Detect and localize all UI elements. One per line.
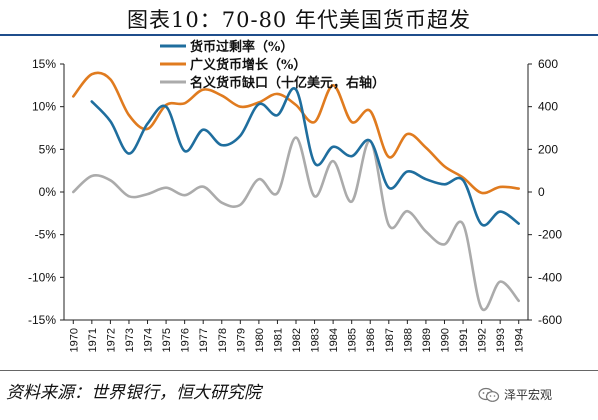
left-tick-label: 5% (39, 142, 57, 156)
right-tick-label: -200 (538, 228, 562, 242)
left-tick-label: 10% (32, 100, 56, 114)
x-tick-label: 1977 (198, 328, 210, 352)
brand-label: 泽平宏观 (504, 388, 553, 402)
x-tick-label: 1976 (180, 328, 192, 352)
chart-lines (72, 71, 520, 312)
money-surplus-line (90, 87, 520, 227)
right-tick-label: -600 (538, 313, 562, 327)
left-tick-label: 0% (39, 185, 57, 199)
x-tick-label: 1991 (458, 328, 470, 352)
page-title: 图表10：70-80 年代美国货币超发 (127, 8, 471, 32)
x-tick-label: 1973 (124, 328, 136, 352)
x-tick-label: 1994 (514, 328, 526, 352)
wechat-icon (478, 387, 500, 402)
x-tick-label: 1986 (365, 328, 377, 352)
x-tick-label: 1987 (384, 328, 396, 352)
x-tick-label: 1990 (439, 328, 451, 352)
legend-broad-money-growth-label: 广义货币增长（%） (190, 57, 306, 73)
broad-money-growth-line (72, 71, 520, 195)
x-tick-label: 1974 (143, 328, 155, 352)
x-tick-label: 1993 (495, 328, 507, 352)
left-tick-label: -15% (28, 313, 56, 327)
x-tick-label: 1992 (477, 328, 489, 352)
source-note: 资料来源：世界银行，恒大研究院 (6, 383, 261, 403)
chart-axes: -15% -10% -5% 0% 5% 10% 15% -600 -400 -200 0 200 400… (28, 57, 562, 352)
chart-legend: 货币过剩率（%） 广义货币增长（%） 名义货币缺口（十亿美元，右轴） (160, 39, 385, 91)
x-tick-label: 1972 (105, 328, 117, 352)
x-tick-label: 1981 (272, 328, 284, 352)
x-tick-label: 1970 (68, 328, 80, 352)
brand-watermark: 泽平宏观 (478, 386, 552, 403)
x-tick-label: 1989 (421, 328, 433, 352)
left-tick-label: -10% (28, 270, 56, 284)
right-tick-label: 400 (538, 100, 558, 114)
x-tick-label: 1971 (87, 328, 99, 352)
legend-nominal-money-gap-label: 名义货币缺口（十亿美元，右轴） (190, 75, 385, 91)
footer-divider (0, 370, 598, 371)
x-tick-label: 1985 (347, 328, 359, 352)
title-divider (0, 34, 598, 36)
x-tick-label: 1982 (291, 328, 303, 352)
chart: -15% -10% -5% 0% 5% 10% 15% -600 -400 -200 0 200 400… (28, 39, 562, 352)
x-tick-label: 1975 (161, 328, 173, 352)
right-tick-label: 0 (538, 185, 545, 199)
right-tick-label: 600 (538, 57, 558, 71)
left-tick-label: -5% (35, 228, 57, 242)
x-tick-label: 1979 (235, 328, 247, 352)
x-tick-label: 1980 (254, 328, 266, 352)
x-tick-label: 1978 (217, 328, 229, 352)
right-tick-label: -400 (538, 270, 562, 284)
nominal-money-gap-line (72, 136, 520, 312)
x-tick-label: 1988 (402, 328, 414, 352)
legend-money-surplus-label: 货币过剩率（%） (190, 39, 293, 55)
right-tick-label: 200 (538, 142, 558, 156)
left-tick-label: 15% (32, 57, 56, 71)
x-tick-label: 1984 (328, 328, 340, 352)
x-tick-label: 1983 (310, 328, 322, 352)
